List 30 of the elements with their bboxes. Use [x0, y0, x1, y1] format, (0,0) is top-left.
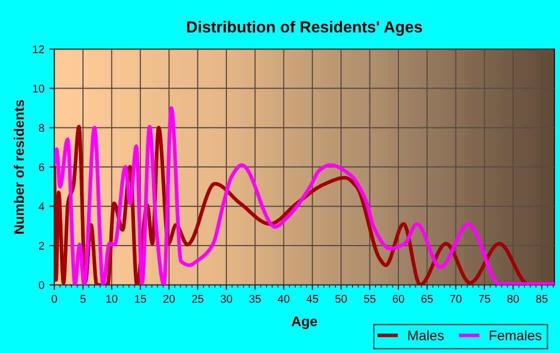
x-tick-label: 25: [192, 294, 204, 303]
y-tick-label: 6: [38, 163, 44, 172]
legend-label: Males: [408, 330, 444, 340]
x-tick-label: 15: [135, 295, 146, 303]
x-tick-label: 85: [536, 294, 548, 303]
y-tick-label: 12: [33, 45, 44, 54]
legend-label: Females: [490, 330, 542, 340]
y-tick-label: 4: [38, 202, 44, 210]
x-tick-label: 20: [163, 294, 175, 303]
x-tick-label: 80: [507, 294, 519, 303]
y-tick-label: 2: [38, 242, 44, 250]
y-axis-title: Number of residents: [14, 100, 24, 234]
x-tick-label: 55: [364, 295, 376, 303]
x-tick-label: 5: [80, 295, 86, 303]
x-tick-label: 0: [52, 294, 57, 303]
x-axis-title: Age: [292, 316, 318, 330]
x-tick-label: 50: [335, 294, 347, 303]
x-tick-label: 45: [306, 295, 318, 303]
x-tick-label: 65: [421, 294, 433, 303]
x-tick-label: 30: [220, 294, 232, 303]
x-tick-label: 10: [106, 294, 118, 303]
y-tick-label: 10: [33, 84, 44, 93]
x-tick-label: 70: [450, 294, 462, 303]
y-tick-label: 0: [38, 281, 44, 290]
x-tick-label: 60: [392, 294, 404, 303]
x-tick-label: 35: [249, 294, 261, 303]
y-tick-label: 8: [38, 124, 44, 132]
x-tick-label: 40: [278, 294, 290, 303]
x-tick-label: 75: [478, 295, 490, 303]
chart-title: Distribution of Residents' Ages: [187, 20, 422, 36]
